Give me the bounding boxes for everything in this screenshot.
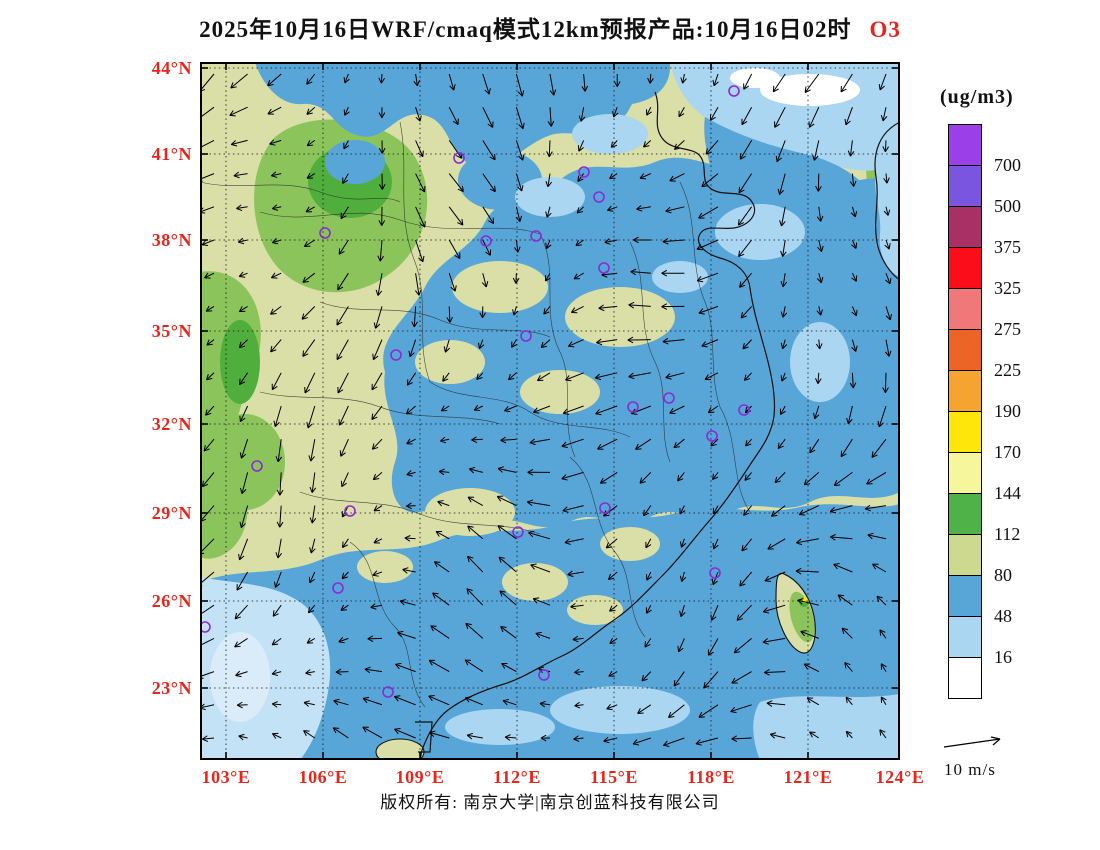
city-marker — [344, 505, 356, 517]
coastline — [415, 91, 900, 760]
city-marker — [512, 526, 524, 538]
legend-color-box — [948, 329, 982, 371]
legend-value-label: 700 — [994, 155, 1021, 175]
legend-color-box — [948, 575, 982, 617]
legend-color-box — [948, 657, 982, 699]
city-marker — [332, 582, 344, 594]
city-marker — [520, 330, 532, 342]
legend-color-box — [948, 247, 982, 289]
page-title: 2025年10月16日WRF/cmaq模式12km预报产品:10月16日02时 O… — [0, 10, 1100, 44]
lon-label: 124°E — [875, 767, 925, 787]
legend-value-label: 16 — [994, 647, 1012, 667]
lon-label: 121°E — [783, 767, 833, 787]
legend-value-label: 375 — [994, 237, 1021, 257]
legend-value-label: 190 — [994, 401, 1021, 421]
city-marker — [578, 166, 590, 178]
legend-color-box — [948, 370, 982, 412]
city-marker — [593, 191, 605, 203]
lat-label: 23°N — [151, 678, 192, 698]
title-species: O3 — [869, 17, 901, 42]
city-marker — [480, 235, 492, 247]
city-marker — [738, 404, 750, 416]
city-marker — [200, 621, 211, 633]
city-marker — [538, 669, 550, 681]
legend-color-box — [948, 493, 982, 535]
lon-label: 106°E — [298, 767, 348, 787]
lat-label: 26°N — [151, 591, 192, 611]
city-marker — [728, 85, 740, 97]
hainan-island — [375, 738, 425, 760]
legend-value-label: 325 — [994, 278, 1021, 298]
lat-label: 38°N — [151, 230, 192, 250]
legend-color-box — [948, 452, 982, 494]
copyright-text: 版权所有: 南京大学|南京创蓝科技有限公司 — [380, 793, 720, 812]
legend-value-label: 112 — [994, 524, 1021, 544]
city-marker — [251, 460, 263, 472]
wind-scale-label: 10 m/s — [944, 760, 996, 779]
lightblue-concentration-regions — [200, 62, 900, 760]
legend-color-box — [948, 165, 982, 207]
wind-scale-arrow — [943, 736, 1001, 748]
city-marker — [319, 227, 331, 239]
map-area — [200, 62, 900, 760]
lon-label: 112°E — [493, 767, 541, 787]
lat-label: 44°N — [151, 58, 192, 78]
city-marker — [598, 262, 610, 274]
legend-value-label: 225 — [994, 360, 1021, 380]
city-marker — [382, 686, 394, 698]
legend-colorbar: 700 500 375 325 275 225 190 170 144 112 80 48 16 — [948, 124, 1098, 699]
lon-label: 103°E — [201, 767, 251, 787]
legend-value-label: 144 — [994, 483, 1021, 503]
legend-color-box — [948, 616, 982, 658]
lat-label: 29°N — [151, 503, 192, 523]
legend-color-box — [948, 534, 982, 576]
lat-label: 41°N — [151, 144, 192, 164]
lon-label: 118°E — [687, 767, 735, 787]
legend-color-box — [948, 288, 982, 330]
lon-label: 115°E — [590, 767, 638, 787]
city-marker — [709, 567, 721, 579]
lat-label: 32°N — [151, 414, 192, 434]
lon-label: 109°E — [395, 767, 445, 787]
city-marker — [530, 230, 542, 242]
title-text: 2025年10月16日WRF/cmaq模式12km预报产品:10月16日02时 — [199, 17, 852, 42]
lat-label: 35°N — [151, 321, 192, 341]
map-border-frame — [200, 62, 900, 760]
legend-color-box — [948, 124, 982, 166]
city-marker — [627, 401, 639, 413]
legend: (ug/m3) 700 500 375 325 275 225 190 170 144 112 80… — [940, 86, 1098, 699]
wind-scale: 10 m/s — [938, 733, 1058, 780]
forecast-map — [200, 62, 900, 760]
khaki-island-regions — [357, 261, 675, 625]
legend-color-box — [948, 411, 982, 453]
wind-vector-arrows — [200, 73, 892, 747]
city-marker — [706, 430, 718, 442]
legend-value-label: 275 — [994, 319, 1021, 339]
city-marker — [453, 152, 465, 164]
legend-value-label: 48 — [994, 606, 1012, 626]
city-marker — [390, 349, 402, 361]
city-markers — [200, 85, 750, 698]
legend-color-box — [948, 206, 982, 248]
city-marker — [663, 392, 675, 404]
legend-value-label: 170 — [994, 442, 1021, 462]
legend-units-label: (ug/m3) — [940, 86, 1014, 108]
legend-value-label: 80 — [994, 565, 1012, 585]
city-marker — [599, 502, 611, 514]
legend-value-label: 500 — [994, 196, 1021, 216]
